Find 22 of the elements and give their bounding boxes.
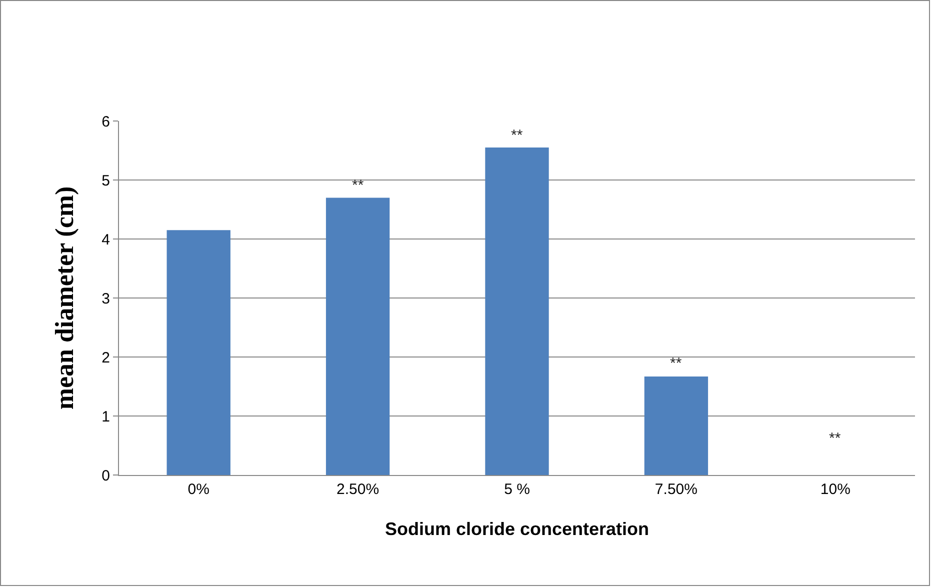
bar <box>326 198 390 475</box>
annotation: ** <box>670 355 682 372</box>
x-tick-label: 5 % <box>504 481 530 498</box>
y-tick-label: 6 <box>102 113 110 130</box>
annotation: ** <box>352 177 364 194</box>
bar <box>644 376 708 475</box>
y-tick-label: 4 <box>102 231 110 248</box>
annotation: ** <box>511 127 523 144</box>
annotation: ** <box>829 430 841 447</box>
y-tick-label: 5 <box>102 172 110 190</box>
bar <box>166 230 230 475</box>
y-tick-label: 1 <box>102 408 110 426</box>
x-tick-label: 7.50% <box>654 481 698 498</box>
y-axis-title: mean diameter (cm) <box>50 186 80 410</box>
y-tick-label: 2 <box>102 349 110 366</box>
bar <box>485 148 549 475</box>
y-tick-label: 0 <box>102 467 110 484</box>
y-tick-label: 3 <box>102 290 110 308</box>
x-tick-label: 2.50% <box>336 481 380 498</box>
x-tick-label: 0% <box>188 481 210 498</box>
x-axis-title: Sodium cloride concenteration <box>384 519 650 540</box>
x-tick-label: 10% <box>820 481 850 498</box>
